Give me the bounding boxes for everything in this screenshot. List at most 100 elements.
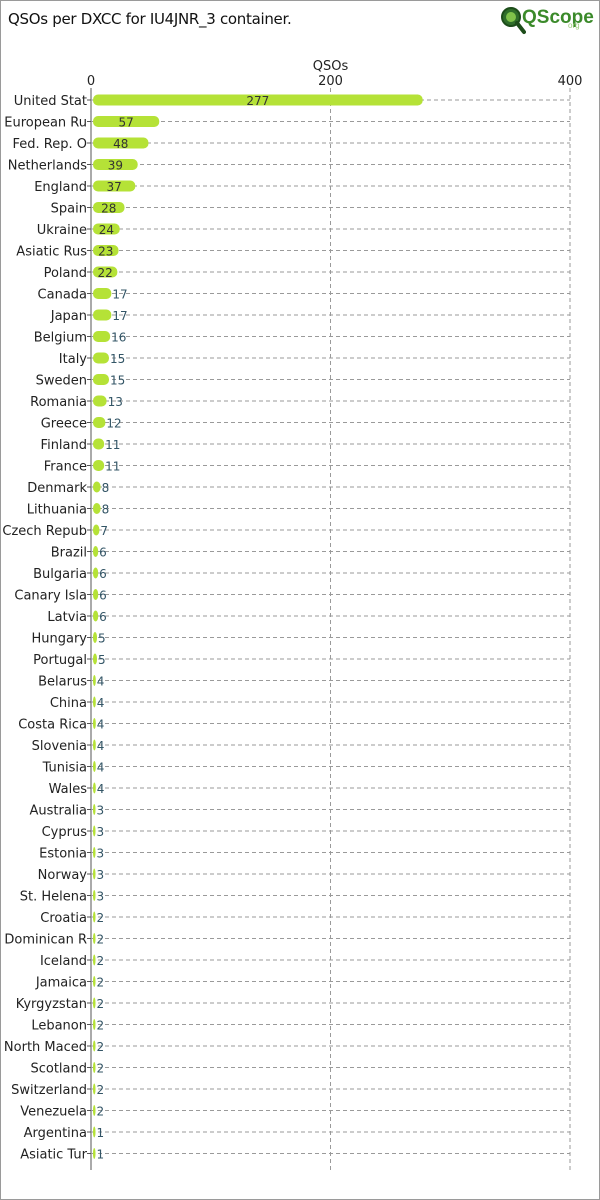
y-tick-label: Hungary (31, 632, 87, 647)
y-tick-label: Finland (41, 438, 87, 453)
data-label: 28 (101, 202, 116, 216)
data-label: 11 (105, 460, 120, 474)
data-label: 3 (97, 847, 105, 861)
y-tick-label: Dominican R (4, 933, 87, 948)
data-label: 2 (97, 954, 105, 968)
data-label: 17 (112, 309, 127, 323)
bar (93, 309, 112, 321)
y-tick-label: Spain (51, 202, 87, 217)
data-label: 6 (99, 546, 107, 560)
logo-text: QScope (522, 7, 594, 28)
bar (93, 524, 100, 536)
bar (93, 1083, 96, 1095)
data-label: 2 (97, 976, 105, 990)
y-tick-label: Kyrgyzstan (16, 997, 87, 1012)
y-tick-label: Switzerland (11, 1083, 87, 1098)
bar (93, 417, 106, 428)
data-label: 3 (97, 825, 105, 839)
bar (93, 1148, 96, 1159)
data-label: 15 (110, 352, 125, 366)
data-label: 6 (99, 567, 107, 581)
bar (93, 395, 107, 407)
bar (93, 610, 99, 622)
bar (93, 481, 101, 493)
x-axis-label: QSOs (313, 59, 349, 74)
y-tick-label: Iceland (40, 954, 87, 969)
y-tick-label: Denmark (27, 481, 87, 496)
bar (93, 976, 96, 987)
y-tick-label: St. Helena (20, 890, 87, 905)
y-tick-label: Cyprus (42, 825, 88, 840)
y-tick-label: France (44, 460, 87, 475)
bar (93, 460, 105, 471)
bar (93, 331, 111, 342)
bar (93, 223, 120, 235)
magnifier-icon (501, 7, 526, 34)
bar (93, 567, 99, 579)
data-label: 4 (97, 739, 105, 753)
data-label: 2 (97, 1019, 105, 1033)
y-tick-label: Asiatic Tur (20, 1148, 87, 1163)
data-label: 8 (102, 503, 110, 517)
y-tick-label: Canary Isla (14, 589, 87, 604)
bar (93, 1040, 96, 1052)
bar (93, 847, 96, 858)
y-tick-label: Romania (30, 395, 87, 410)
x-tick-label: 0 (87, 74, 95, 89)
bar (93, 718, 96, 729)
data-label: 5 (98, 632, 106, 646)
bar (93, 180, 136, 192)
bar (93, 1062, 96, 1073)
data-label: 2 (97, 1105, 105, 1119)
y-tick-label: China (50, 696, 87, 711)
data-label: 11 (105, 438, 120, 452)
bar (93, 696, 96, 708)
data-label: 12 (106, 417, 121, 431)
data-label: 8 (102, 481, 110, 495)
y-tick-label: Jamaica (35, 976, 87, 991)
bar (93, 352, 109, 364)
data-label: 23 (98, 245, 113, 259)
data-label: 2 (97, 933, 105, 947)
bar (93, 288, 112, 299)
data-label: 1 (97, 1148, 105, 1162)
bar (93, 997, 96, 1009)
bar (93, 546, 99, 557)
chart-title: QSOs per DXCC for IU4JNR_3 container. (8, 10, 292, 28)
data-label: 6 (99, 589, 107, 603)
y-tick-label: Brazil (51, 546, 87, 561)
y-tick-label: Canada (38, 288, 87, 303)
bar (93, 503, 101, 514)
y-tick-label: Latvia (47, 610, 87, 625)
bar (93, 954, 96, 966)
y-tick-label: Belarus (38, 675, 87, 690)
data-label: 13 (108, 395, 123, 409)
bar (93, 632, 97, 643)
logo-sub: org (568, 21, 580, 30)
qscope-logo: QScope org (500, 4, 594, 38)
data-label: 48 (113, 137, 128, 151)
data-label: 39 (108, 159, 123, 173)
data-label: 24 (99, 223, 114, 237)
y-tick-label: Poland (44, 266, 87, 281)
data-label: 1 (97, 1126, 105, 1140)
y-tick-label: Lithuania (27, 503, 87, 518)
y-tick-label: Portugal (33, 653, 87, 668)
bar (93, 825, 96, 837)
y-tick-label: Australia (29, 804, 87, 819)
data-label: 4 (97, 761, 105, 775)
y-tick-label: United Stat (14, 94, 87, 109)
data-label: 17 (112, 288, 127, 302)
data-label: 2 (97, 1062, 105, 1076)
bar (93, 761, 96, 772)
bar (93, 589, 99, 600)
y-tick-label: Croatia (40, 911, 87, 926)
bar (93, 933, 96, 944)
y-tick-label: Lebanon (31, 1019, 87, 1034)
y-tick-label: Belgium (34, 331, 87, 346)
bar (93, 266, 118, 278)
bar (93, 245, 119, 256)
y-tick-label: Italy (59, 352, 88, 367)
bar (93, 94, 423, 106)
